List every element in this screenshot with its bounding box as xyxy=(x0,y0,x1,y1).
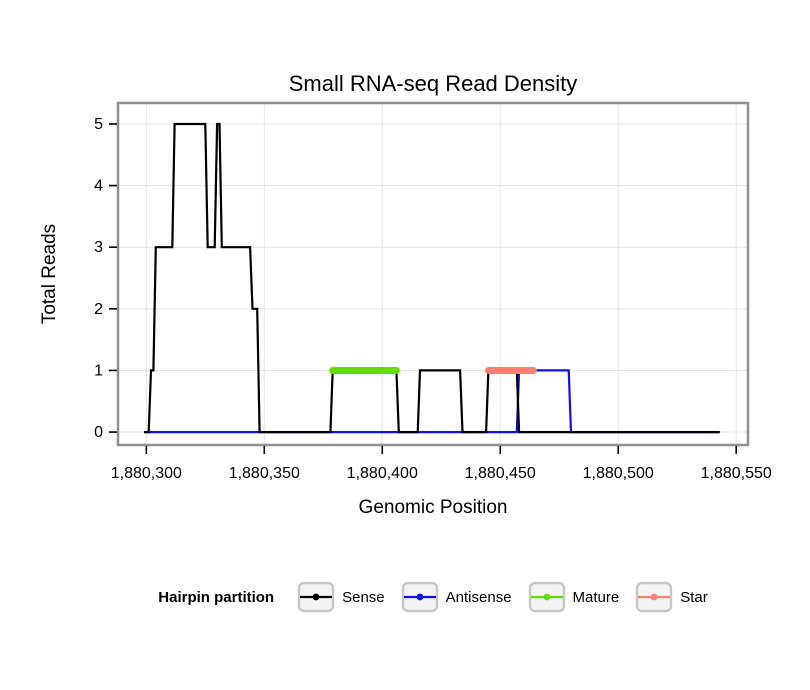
y-tick-label: 5 xyxy=(94,116,103,133)
x-axis-title: Genomic Position xyxy=(359,497,508,518)
legend: Hairpin partition Sense Antisense Mature St… xyxy=(56,579,810,615)
x-tick-label: 1,880,350 xyxy=(229,465,300,482)
legend-key-antisense-icon xyxy=(401,581,438,613)
sense-line xyxy=(144,122,720,434)
x-tick-label: 1,880,400 xyxy=(347,465,418,482)
panel-border xyxy=(116,101,750,447)
legend-label-mature: Mature xyxy=(572,588,620,606)
legend-label-star: Star xyxy=(680,588,708,606)
read-density-plot: 1,880,300 1,880,350 1,880,400 1,880,450 1,88… xyxy=(39,71,772,518)
legend-key-dot xyxy=(650,593,658,601)
plot-panel xyxy=(118,103,748,445)
legend-key-sense-icon xyxy=(297,581,335,613)
legend-item-sense: Sense xyxy=(297,581,385,613)
legend-key-mature-icon xyxy=(528,581,565,613)
x-tick-label: 1,880,500 xyxy=(583,465,654,482)
y-tick-label: 2 xyxy=(94,301,103,318)
x-tick-label: 1,880,300 xyxy=(111,465,182,482)
legend-key-star-icon xyxy=(636,581,673,613)
chart-title: Small RNA-seq Read Density xyxy=(289,71,578,96)
y-tick-label: 0 xyxy=(94,424,103,441)
y-tick-label: 1 xyxy=(94,362,103,379)
legend-key-dot xyxy=(312,593,320,601)
legend-label-antisense: Antisense xyxy=(445,588,512,606)
legend-items: Sense Antisense Mature Star xyxy=(297,581,708,613)
legend-key-dot xyxy=(416,593,424,601)
legend-key-dot xyxy=(543,593,550,601)
y-tick-label: 4 xyxy=(94,178,103,195)
legend-item-mature: Mature xyxy=(528,581,620,613)
legend-item-star: Star xyxy=(635,581,708,613)
x-tick-label: 1,880,550 xyxy=(701,465,772,482)
y-tick-label: 3 xyxy=(94,239,103,256)
legend-title: Hairpin partition xyxy=(158,588,275,606)
legend-item-antisense: Antisense xyxy=(401,581,512,613)
legend-label-sense: Sense xyxy=(342,588,385,606)
y-axis-title: Total Reads xyxy=(39,224,60,324)
x-tick-label: 1,880,450 xyxy=(465,465,536,482)
